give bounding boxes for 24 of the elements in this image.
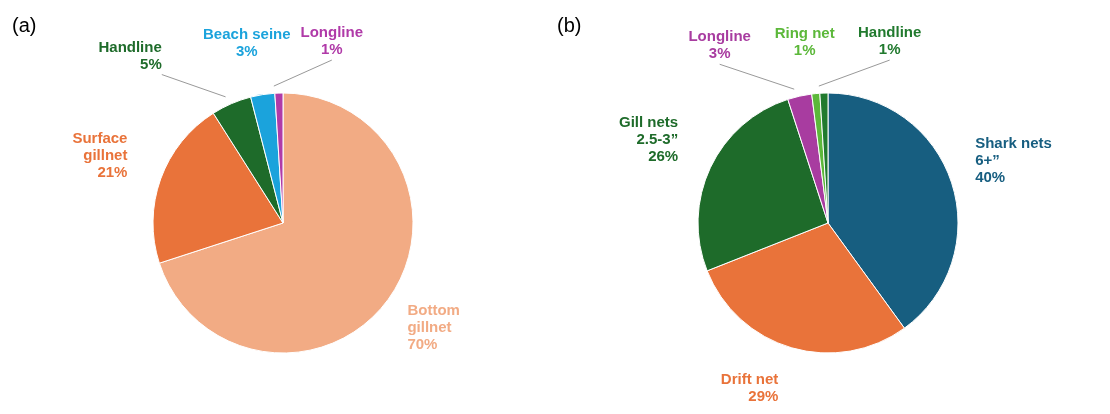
data-label: 1% [878,40,901,58]
chart-title: (b) [557,14,582,37]
data-label: 3% [708,44,731,62]
chart-title: (a) [12,14,37,37]
data-label: 21% [97,162,128,180]
data-label: 70% [407,334,438,352]
slice-label: Ring net [774,23,835,41]
data-label: 1% [320,40,343,58]
slice-label: Longline [688,27,751,45]
slice-label: Shark nets 6+” [975,134,1052,169]
slice-label: Drift net [720,369,779,387]
data-label: 26% [648,146,679,164]
slice-label: Longline [300,23,364,41]
slice-label: Handline [98,37,162,55]
slice-label: Handline [858,23,922,41]
data-label: 40% [975,168,1006,186]
data-label: 29% [748,386,779,404]
slice-label: Surface gillnet [72,128,128,163]
slice-label: Beach seine [203,25,291,43]
slice-label: Gill nets 2.5-3” [619,112,679,147]
data-label: 3% [235,42,258,60]
data-label: 1% [793,40,816,58]
data-label: 5% [140,54,162,72]
slice-label: Bottom gillnet [407,300,460,335]
